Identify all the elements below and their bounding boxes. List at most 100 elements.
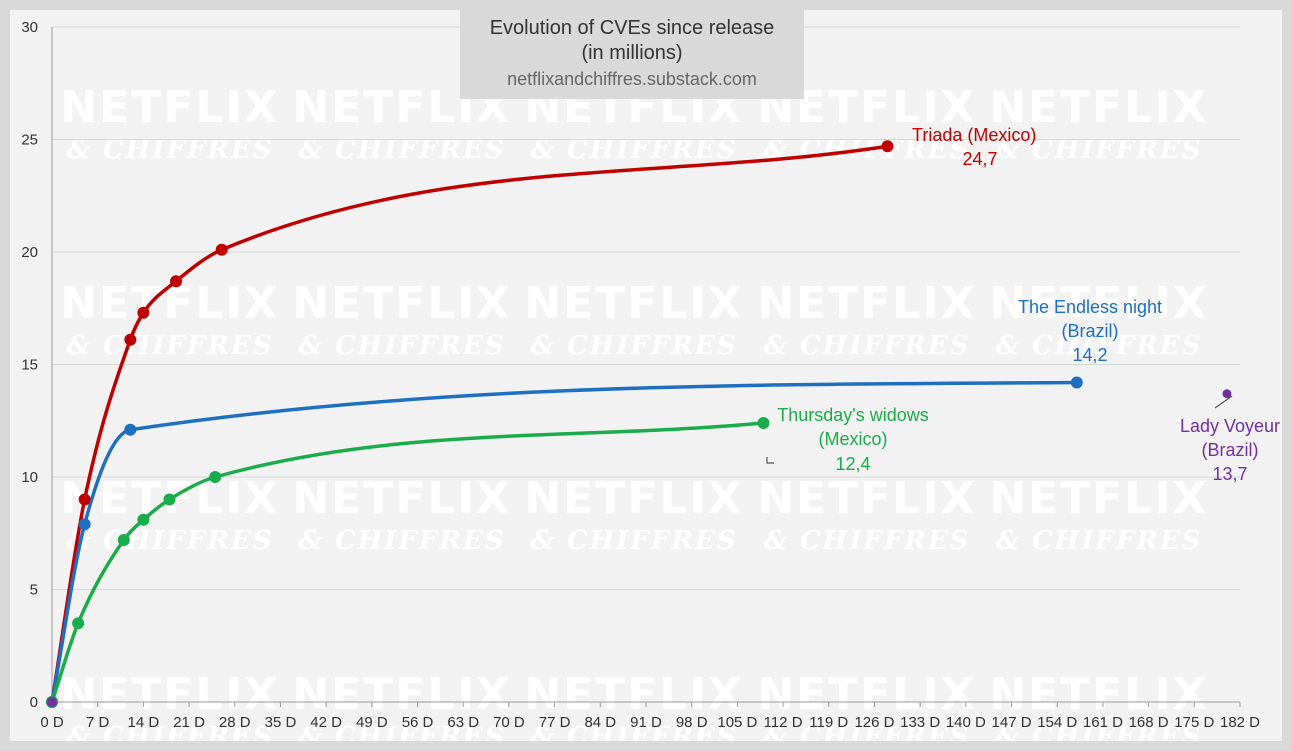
watermark-subtitle: & CHIFFRES [763,526,970,556]
watermark-subtitle: & CHIFFRES [66,722,273,741]
x-tick-label: 49 D [356,714,388,731]
lady-voyeur-value-label: 13,7 [1212,464,1247,484]
watermark-title: NETFLIX [989,669,1208,720]
x-tick-label: 119 D [809,714,848,731]
triada-point [215,243,228,256]
endless-night-country-label: (Brazil) [1062,321,1119,341]
thursdays-widows-value-label: 12,4 [835,454,870,474]
triada-point [170,275,183,288]
watermark-subtitle: & CHIFFRES [298,331,505,361]
watermark-title: NETFLIX [524,669,743,720]
endless-night-name-label: The Endless night [1018,297,1162,317]
x-tick-label: 7 D [86,714,110,731]
watermark-subtitle: & CHIFFRES [298,526,505,556]
chart-title: Evolution of CVEs since release [490,17,775,39]
thursdays-widows-point [117,534,130,546]
y-tick-label: 15 [21,357,38,374]
endless-night-point [78,518,91,531]
x-tick-label: 35 D [265,714,297,731]
y-tick-label: 0 [30,694,38,711]
x-tick-label: 77 D [539,714,571,731]
x-tick-label: 63 D [447,714,479,731]
thursdays-widows-point [72,617,85,630]
thursdays-widows-leader-line [766,457,774,464]
x-tick-label: 105 D [717,714,757,731]
x-tick-label: 42 D [310,714,342,731]
watermark-subtitle: & CHIFFRES [995,331,1202,361]
x-tick-label: 28 D [219,714,251,731]
y-tick-label: 10 [21,469,38,486]
watermark-subtitle: & CHIFFRES [298,722,505,741]
x-tick-label: 14 D [128,714,160,731]
x-tick-label: 56 D [402,714,434,731]
watermark-title: NETFLIX [292,473,511,524]
lady-voyeur-point [47,697,57,707]
x-tick-label: 98 D [676,714,708,731]
watermark-title: NETFLIX [524,473,743,524]
chart-frame: NETFLIX & CHIFFRES NETFLIX & CHIFFRES NETFLI… [10,10,1282,741]
y-tick-label: 25 [21,132,38,149]
watermark-subtitle: & CHIFFRES [763,331,970,361]
lady-voyeur-name-label: Lady Voyeur [1180,416,1280,436]
watermark-title: NETFLIX [60,669,279,720]
thursdays-widows-line [50,421,766,704]
watermark-subtitle: & CHIFFRES [995,526,1202,556]
triada-point [137,306,150,319]
x-tick-label: 126 D [854,714,894,731]
lady-voyeur-point [1222,389,1232,399]
triada-point [124,333,137,346]
x-tick-label: 161 D [1083,714,1123,731]
x-tick-label: 84 D [584,714,616,731]
watermark-title: NETFLIX [292,278,511,329]
lady-voyeur-leader-line [1214,395,1233,409]
x-tick-label: 112 D [764,714,803,731]
chart-title-line2: (in millions) [581,42,682,64]
x-tick-label: 168 D [1129,714,1169,731]
watermark-subtitle: & CHIFFRES [763,722,970,741]
watermark-title: NETFLIX [989,82,1208,133]
x-tick-label: 154 D [1037,714,1077,731]
series-points [46,140,1232,708]
endless-night-point [1070,376,1083,389]
x-tick-label: 133 D [900,714,940,731]
watermark-subtitle: & CHIFFRES [530,331,737,361]
watermark-title: NETFLIX [60,82,279,133]
watermark-subtitle: & CHIFFRES [530,526,737,556]
watermark-title: NETFLIX [989,473,1208,524]
chart-subtitle: netflixandchiffres.substack.com [507,69,757,89]
watermark-title: NETFLIX [292,669,511,720]
triada-line [50,144,890,704]
x-tick-labels: 0 D 7 D 14 D 21 D 28 D 35 D 42 D 49 D 56 D 63 D 70… [40,702,1260,731]
x-tick-label: 140 D [946,714,986,731]
triada-point [881,140,894,153]
y-tick-labels: 0 5 10 15 20 25 30 [21,19,38,711]
x-tick-label: 182 D [1220,714,1260,731]
y-tick-label: 20 [21,244,38,261]
thursdays-widows-point [163,493,176,506]
watermark-title: NETFLIX [757,278,976,329]
endless-night-point [124,423,137,436]
watermark-subtitle: & CHIFFRES [530,722,737,741]
x-tick-label: 70 D [493,714,525,731]
watermark-title: NETFLIX [524,278,743,329]
thursdays-widows-point [757,417,770,429]
title-box-background [460,10,804,99]
x-tick-label: 175 D [1174,714,1214,731]
x-tick-label: 147 D [992,714,1032,731]
x-tick-label: 0 D [40,714,64,731]
endless-night-line [50,380,1079,704]
x-tick-label: 91 D [630,714,662,731]
x-tick-label: 21 D [173,714,205,731]
thursdays-widows-point [137,513,150,526]
triada-value-label: 24,7 [962,149,997,169]
watermark-subtitle: & CHIFFRES [66,526,273,556]
watermark-subtitle: & CHIFFRES [995,722,1202,741]
watermark-subtitle: & CHIFFRES [66,331,273,361]
watermark-title: NETFLIX [757,669,976,720]
watermark-title: NETFLIX [757,473,976,524]
watermark-title: NETFLIX [989,278,1208,329]
endless-night-value-label: 14,2 [1072,345,1107,365]
thursdays-widows-name-label: Thursday's widows [777,405,929,425]
